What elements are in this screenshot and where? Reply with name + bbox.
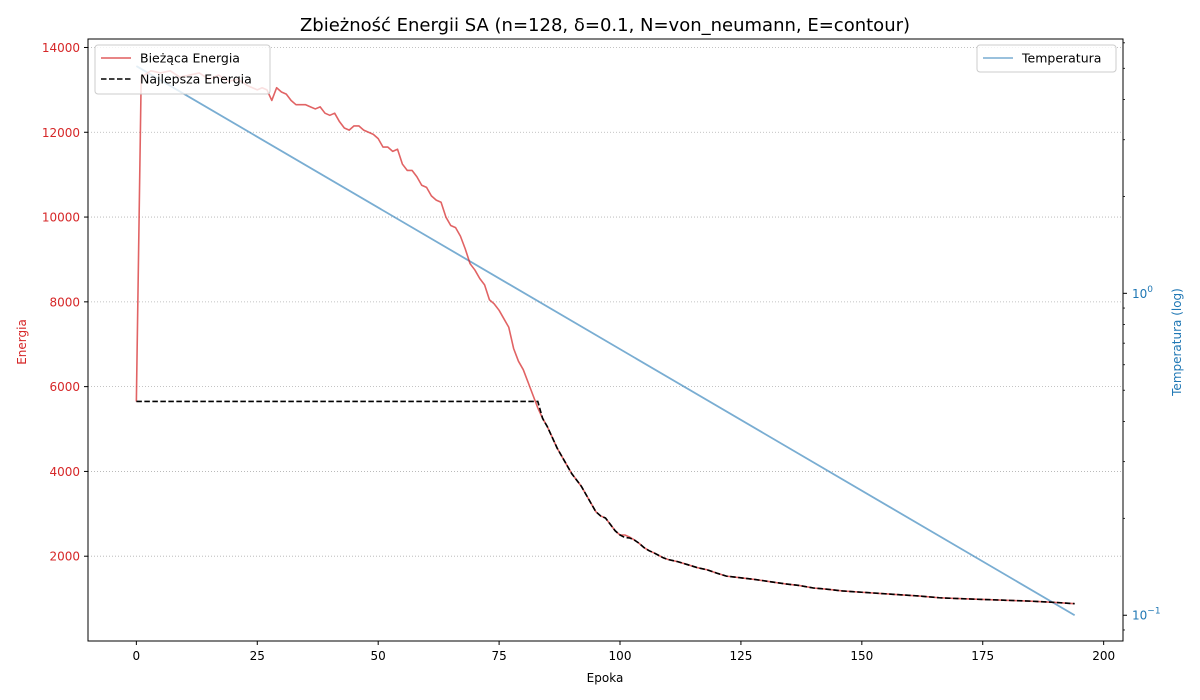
right-y-tick-base: 10 bbox=[1132, 287, 1147, 301]
legend-energy: Bieżąca Energia Najlepsza Energia bbox=[94, 44, 271, 95]
right-y-tick-exponent: −1 bbox=[1147, 607, 1160, 617]
x-tick-label: 125 bbox=[729, 649, 752, 663]
x-tick-label: 75 bbox=[491, 649, 506, 663]
right-y-tick-label: 10−1 bbox=[1132, 607, 1161, 623]
x-tick-label: 175 bbox=[971, 649, 994, 663]
right-y-tick-label: 100 bbox=[1132, 285, 1153, 301]
right-y-tick-base: 10 bbox=[1132, 609, 1147, 623]
right-y-axis-title: Temperatura (log) bbox=[1170, 288, 1184, 397]
left-y-tick-label: 6000 bbox=[49, 380, 80, 394]
plot-series bbox=[135, 65, 1076, 617]
x-tick-label: 200 bbox=[1092, 649, 1115, 663]
left-y-axis: 2000 4000 6000 8000 10000 12000 14000 bbox=[42, 41, 88, 564]
best-energy-line bbox=[136, 400, 1075, 605]
x-tick-label: 50 bbox=[371, 649, 386, 663]
right-y-tick-exponent: 0 bbox=[1147, 285, 1153, 295]
left-y-tick-label: 2000 bbox=[49, 550, 80, 564]
current-energy-line bbox=[135, 70, 1075, 605]
left-y-tick-label: 4000 bbox=[49, 465, 80, 479]
legend-temperature: Temperatura bbox=[976, 44, 1117, 73]
plot-frame bbox=[87, 38, 1124, 642]
left-y-tick-label: 12000 bbox=[42, 126, 80, 140]
x-tick-label: 25 bbox=[250, 649, 265, 663]
legend-best-energy-label: Najlepsza Energia bbox=[140, 72, 252, 87]
x-axis-title: Epoka bbox=[587, 671, 624, 685]
grid-lines bbox=[88, 47, 1123, 557]
left-y-axis-title: Energia bbox=[15, 319, 29, 365]
legend-energy-box bbox=[94, 44, 271, 95]
legend-temperature-label: Temperatura bbox=[1021, 51, 1101, 66]
temperature-line bbox=[135, 65, 1076, 617]
x-tick-label: 150 bbox=[850, 649, 873, 663]
legend-current-energy-label: Bieżąca Energia bbox=[140, 51, 240, 66]
x-tick-label: 100 bbox=[609, 649, 632, 663]
chart-title: Zbieżność Energii SA (n=128, δ=0.1, N=vo… bbox=[300, 15, 910, 36]
left-y-tick-label: 10000 bbox=[42, 211, 80, 225]
left-y-tick-label: 8000 bbox=[49, 295, 80, 309]
x-axis: 0 25 50 75 100 125 150 175 200 bbox=[133, 641, 1115, 663]
x-tick-label: 0 bbox=[133, 649, 141, 663]
left-y-tick-label: 14000 bbox=[42, 41, 80, 55]
legend-temperature-box bbox=[976, 44, 1117, 73]
